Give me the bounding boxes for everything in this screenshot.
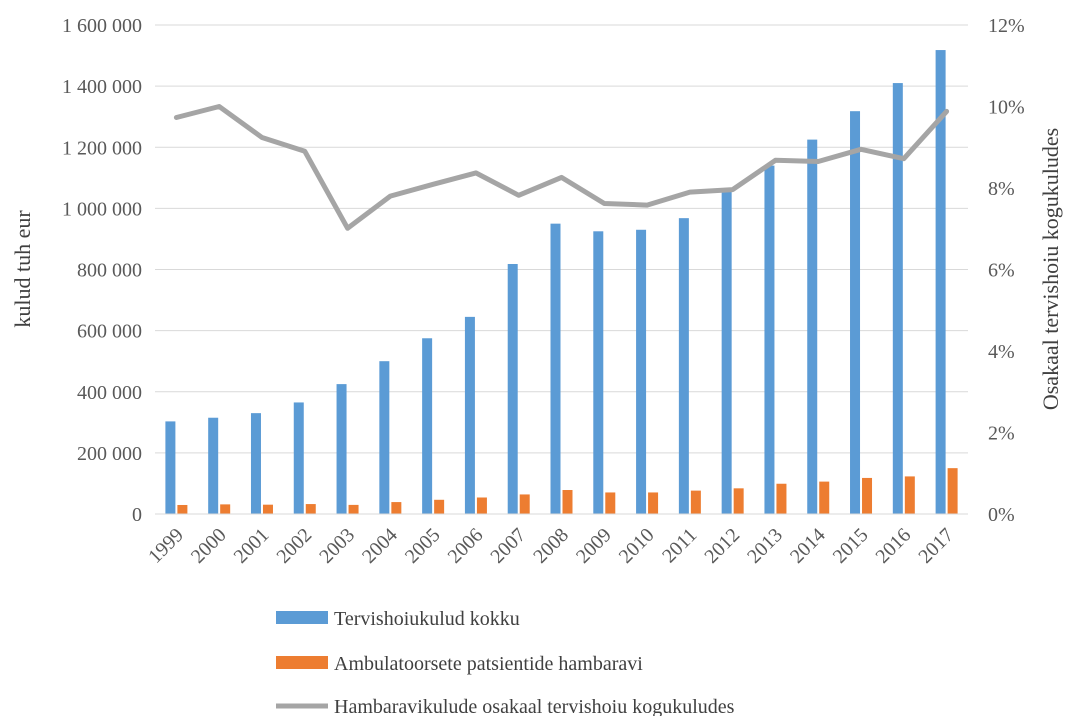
y-tick-label-left: 600 000 [77, 321, 142, 343]
left-axis-ticks: 0 200 000 400 000 600 000 800 000 1 000 000 1 … [62, 15, 142, 526]
y-tick-label-right: 2% [988, 423, 1015, 445]
bar-dental [904, 476, 915, 514]
y-tick-label-right: 0% [988, 504, 1015, 526]
bar-total [807, 139, 818, 514]
x-tick-label: 2013 [743, 524, 787, 568]
y-tick-label-left: 400 000 [77, 382, 142, 404]
bar-dental [391, 502, 402, 514]
bar-total [935, 50, 946, 514]
bar-total [208, 417, 219, 514]
x-tick-label: 2001 [230, 524, 274, 568]
legend-swatch-dental [276, 656, 328, 669]
legend-label-share: Hambaravikulude osakaal tervishoiu koguk… [334, 696, 735, 716]
legend-label-dental: Ambulatoorsete patsientide hambaravi [334, 653, 643, 675]
bar-total [165, 421, 176, 514]
bar-dental [348, 504, 359, 514]
x-axis-ticks: 1999200020012002200320042005200620072008… [144, 524, 958, 568]
bar-total [293, 402, 304, 514]
gridlines [155, 24, 968, 454]
legend-swatch-total [276, 611, 328, 624]
x-tick-label: 1999 [144, 524, 188, 568]
bar-total [422, 338, 433, 514]
legend-item-dental: Ambulatoorsete patsientide hambaravi [276, 653, 643, 675]
bar-dental [819, 481, 830, 514]
bar-dental [519, 494, 530, 514]
x-tick-label: 2007 [486, 524, 530, 568]
x-tick-label: 2011 [658, 524, 701, 567]
bars [165, 50, 958, 515]
bar-dental [776, 483, 787, 514]
bar-dental [605, 492, 616, 514]
bar-dental [305, 504, 316, 514]
y-tick-label-right: 8% [988, 178, 1015, 200]
x-tick-label: 2014 [786, 524, 830, 568]
y-tick-label-left: 200 000 [77, 443, 142, 465]
y-tick-label-left: 0 [132, 504, 142, 526]
y-axis-title-left: kulud tuh eur [10, 210, 35, 328]
y-tick-label-left: 1 400 000 [62, 76, 142, 98]
bar-dental [733, 488, 744, 514]
legend: Tervishoiukulud kokku Ambulatoorsete pat… [276, 608, 735, 716]
bar-dental [476, 497, 487, 514]
bar-total [850, 111, 861, 514]
bar-dental [434, 499, 445, 514]
legend-item-share: Hambaravikulude osakaal tervishoiu koguk… [276, 696, 735, 716]
y-tick-label-right: 10% [988, 97, 1025, 119]
bar-total [593, 231, 604, 514]
x-tick-label: 2000 [187, 524, 231, 568]
x-tick-label: 2010 [615, 524, 659, 568]
x-tick-label: 2009 [572, 524, 616, 568]
bar-total [336, 384, 347, 514]
bar-total [892, 83, 903, 514]
y-tick-label-left: 1 600 000 [62, 15, 142, 37]
x-tick-label: 2015 [829, 524, 873, 568]
bar-dental [562, 490, 573, 514]
bar-total [550, 223, 561, 514]
x-tick-label: 2016 [872, 524, 916, 568]
bar-dental [690, 490, 701, 514]
y-tick-label-right: 6% [988, 260, 1015, 282]
share-line [173, 104, 950, 231]
x-tick-label: 2017 [914, 524, 958, 568]
y-tick-label-left: 1 000 000 [62, 198, 142, 220]
x-tick-label: 2003 [315, 524, 359, 568]
bar-dental [648, 492, 659, 514]
y-tick-label-right: 12% [988, 15, 1025, 37]
bar-total [678, 218, 689, 514]
y-tick-label-right: 4% [988, 341, 1015, 363]
bar-total [507, 263, 518, 514]
series-line-share [173, 104, 950, 231]
bar-total [764, 165, 775, 514]
y-tick-label-left: 800 000 [77, 260, 142, 282]
x-tick-label: 2004 [358, 524, 402, 568]
y-tick-label-left: 1 200 000 [62, 137, 142, 159]
x-tick-label: 2008 [529, 524, 573, 568]
bar-total [636, 229, 647, 515]
right-axis-ticks: 0% 2% 4% 6% 8% 10% 12% [988, 15, 1025, 526]
legend-label-total: Tervishoiukulud kokku [334, 608, 520, 630]
bar-total [250, 413, 261, 514]
bar-dental [262, 504, 273, 514]
bar-dental [862, 477, 873, 514]
bar-total [721, 191, 732, 515]
x-tick-label: 2012 [700, 524, 744, 568]
x-tick-label: 2006 [444, 524, 488, 568]
bar-dental [947, 468, 958, 514]
bar-dental [220, 504, 231, 514]
bar-dental [177, 504, 188, 514]
bar-total [464, 316, 475, 514]
legend-item-total: Tervishoiukulud kokku [276, 608, 520, 630]
bar-total [379, 361, 390, 514]
y-axis-title-right: Osakaal tervishoiu kogukuludes [1038, 128, 1063, 410]
x-tick-label: 2005 [401, 524, 445, 568]
x-tick-label: 2002 [272, 524, 316, 568]
